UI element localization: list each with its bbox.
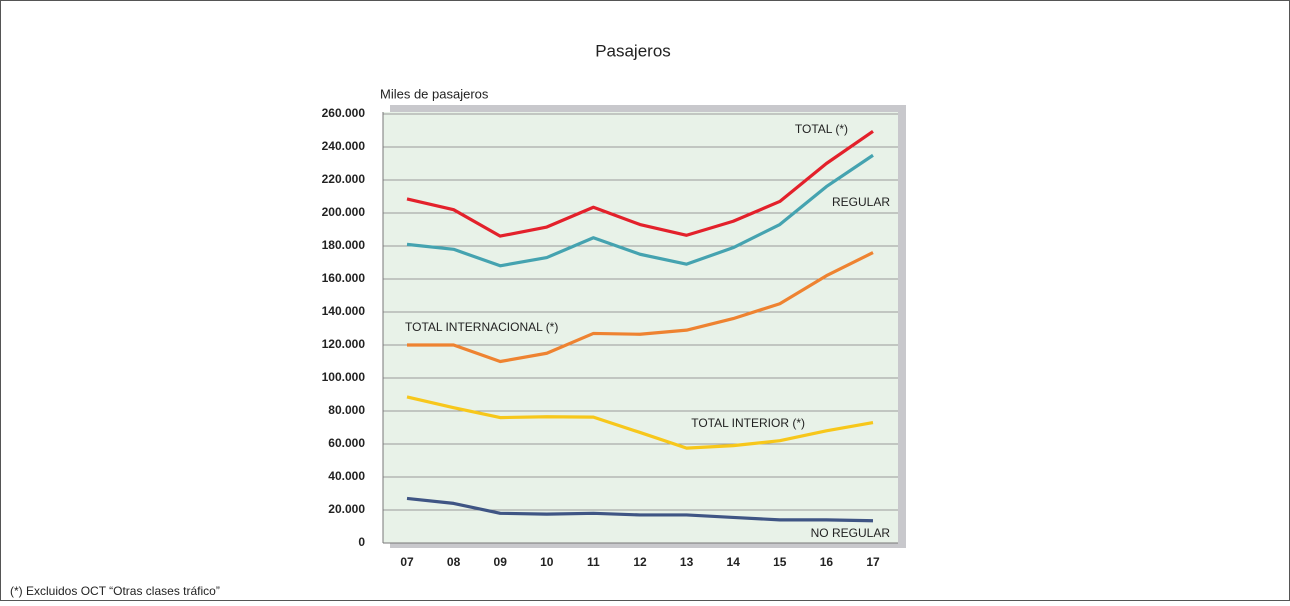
- y-tick-label: 200.000: [322, 205, 366, 219]
- series-line: [406, 153, 874, 268]
- x-tick-label: 12: [633, 555, 647, 569]
- y-tick-label: 80.000: [328, 403, 365, 417]
- y-tick-label: 120.000: [322, 337, 366, 351]
- series-line: [407, 251, 874, 364]
- x-tick-label: 14: [727, 555, 741, 569]
- footnote: (*) Excluidos OCT “Otras clases tráfico”: [10, 584, 220, 598]
- plot-area: [383, 112, 898, 543]
- x-tick-label: 17: [866, 555, 880, 569]
- series-label: NO REGULAR: [811, 526, 891, 540]
- chart-title: Pasajeros: [595, 41, 671, 60]
- y-tick-label: 60.000: [328, 436, 365, 450]
- y-tick-label: 20.000: [328, 502, 365, 516]
- y-tick-label: 180.000: [322, 238, 366, 252]
- y-tick-label: 140.000: [322, 304, 366, 318]
- x-tick-label: 10: [540, 555, 554, 569]
- x-tick-label: 15: [773, 555, 787, 569]
- series-line: [406, 395, 874, 450]
- series-line: [406, 496, 874, 523]
- series-line: [406, 130, 874, 238]
- x-tick-label: 09: [494, 555, 508, 569]
- y-tick-label: 240.000: [322, 139, 366, 153]
- x-tick-label: 11: [587, 555, 600, 569]
- x-tick-label: 08: [447, 555, 461, 569]
- y-axis-label: Miles de pasajeros: [380, 86, 489, 101]
- y-tick-label: 160.000: [322, 271, 366, 285]
- x-tick-label: 07: [400, 555, 414, 569]
- y-tick-label: 100.000: [322, 370, 366, 384]
- y-tick-label: 220.000: [322, 172, 366, 186]
- x-tick-label: 16: [820, 555, 834, 569]
- series-label: TOTAL INTERNACIONAL (*): [405, 320, 558, 334]
- y-tick-label: 260.000: [322, 106, 366, 120]
- y-tick-label: 40.000: [328, 469, 365, 483]
- x-tick-label: 13: [680, 555, 694, 569]
- series-label: REGULAR: [832, 195, 890, 209]
- series-label: TOTAL INTERIOR (*): [691, 416, 805, 430]
- y-tick-label: 0: [358, 535, 365, 549]
- series-label: TOTAL (*): [795, 122, 848, 136]
